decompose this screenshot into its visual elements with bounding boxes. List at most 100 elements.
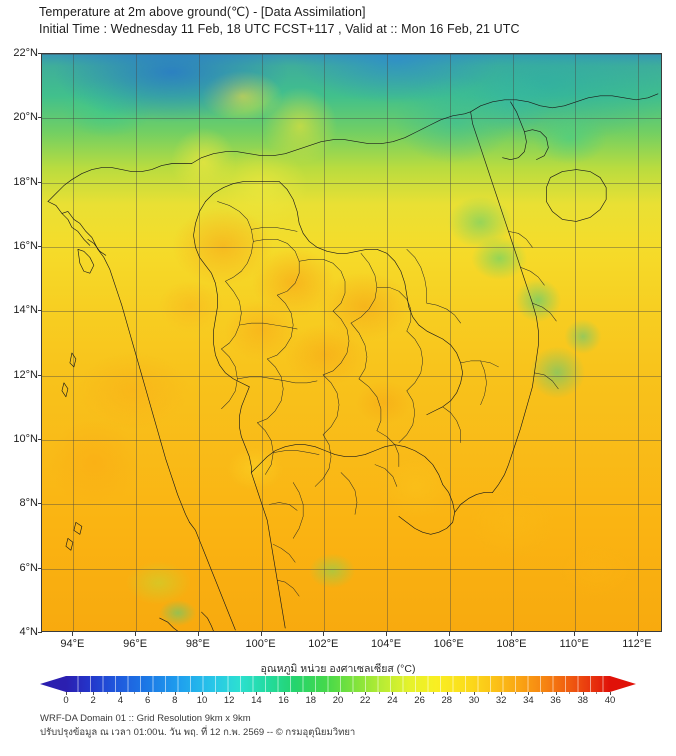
colorbar-tick-label: 40 xyxy=(604,695,616,706)
temperature-map-plot xyxy=(41,53,662,632)
latitude-tick-mark xyxy=(38,374,42,376)
footer-block: WRF-DA Domain 01 :: Grid Resolution 9km … xyxy=(40,712,640,740)
longitude-axis: 94°E 96°E 98°E 100°E 102°E 104°E 106°E 108°E 110… xyxy=(41,632,662,654)
graticule-meridian xyxy=(512,54,514,631)
longitude-tick-label: 96°E xyxy=(123,638,148,650)
graticule-parallel xyxy=(42,568,661,570)
latitude-axis: 4°N 6°N 8°N 10°N 12°N 14°N 16°N 18°N 20°N 22°N xyxy=(0,47,42,638)
latitude-tick-mark xyxy=(38,246,42,247)
coastline-overlay xyxy=(42,54,661,631)
colorbar-title: อุณหภูมิ หน่วย องศาเซลเซียส (°C) xyxy=(260,663,416,675)
graticule-meridian xyxy=(324,54,326,631)
chart-title-block: Temperature at 2m above ground(℃) - [Dat… xyxy=(39,4,659,38)
colorbar-tick-mark xyxy=(256,692,258,695)
latitude-tick-mark xyxy=(38,567,42,569)
colorbar-tick-label: 34 xyxy=(523,695,534,706)
graticule-parallel xyxy=(42,440,661,441)
chart-title-line-2: Initial Time : Wednesday 11 Feb, 18 UTC … xyxy=(39,22,520,36)
colorbar-minor-tick-mark xyxy=(351,692,353,694)
colorbar-tick-label: 20 xyxy=(332,695,344,706)
graticule-parallel xyxy=(42,54,661,55)
colorbar-under-arrow-icon xyxy=(40,676,66,692)
latitude-tick-mark xyxy=(38,181,42,183)
colorbar-tick-mark xyxy=(310,692,312,695)
colorbar-minor-tick-mark xyxy=(596,692,598,694)
longitude-tick-mark xyxy=(323,632,325,636)
latitude-tick-label: 4°N xyxy=(19,626,38,638)
colorbar-tick-mark xyxy=(93,692,95,695)
colorbar-tick-label: 30 xyxy=(468,695,480,706)
graticule-parallel xyxy=(42,375,661,377)
colorbar-minor-tick-mark xyxy=(433,692,435,694)
colorbar-tick-label: 16 xyxy=(278,695,289,706)
colorbar-tick-label: 36 xyxy=(550,695,561,706)
longitude-tick-label: 110°E xyxy=(559,638,589,650)
latitude-tick-label: 12°N xyxy=(13,368,38,381)
longitude-tick-mark xyxy=(386,632,387,636)
latitude-tick-label: 16°N xyxy=(13,240,38,252)
graticule-parallel xyxy=(42,247,661,248)
longitude-tick-mark xyxy=(574,632,576,636)
colorbar-tick-mark xyxy=(202,692,203,695)
longitude-tick-mark xyxy=(135,632,137,636)
colorbar-tick-label: 10 xyxy=(196,695,208,706)
colorbar-minor-tick-mark xyxy=(270,692,271,694)
colorbar-tick-mark xyxy=(147,692,149,695)
longitude-tick-label: 108°E xyxy=(496,638,527,650)
colorbar-tick-mark xyxy=(419,692,421,695)
graticule-meridian xyxy=(449,54,451,631)
graticule-parallel xyxy=(42,182,661,184)
colorbar-tick-mark xyxy=(365,692,367,695)
colorbar-tick-mark xyxy=(66,692,67,695)
colorbar-tick-label: 26 xyxy=(414,695,425,706)
colorbar-tick-mark xyxy=(446,692,448,695)
longitude-tick-label: 100°E xyxy=(245,638,276,650)
colorbar-tick-mark xyxy=(392,692,394,695)
latitude-tick-label: 8°N xyxy=(19,497,38,510)
colorbar-tick-label: 6 xyxy=(144,695,151,706)
colorbar-tick-label: 18 xyxy=(305,695,317,706)
colorbar-tick-label: 32 xyxy=(495,695,507,706)
colorbar-tick-label: 0 xyxy=(63,695,69,706)
temperature-field-south xyxy=(42,54,661,631)
colorbar-tick-label: 8 xyxy=(172,695,178,706)
colorbar-gradient xyxy=(40,676,636,692)
footer-line-model: WRF-DA Domain 01 :: Grid Resolution 9km … xyxy=(40,713,251,724)
colorbar-minor-tick-mark xyxy=(514,692,516,694)
latitude-tick-mark xyxy=(38,53,42,54)
colorbar-tick-mark xyxy=(229,692,231,695)
colorbar-over-arrow-icon xyxy=(610,676,636,692)
latitude-tick-mark xyxy=(38,310,42,312)
longitude-tick-mark xyxy=(448,632,450,636)
colorbar-tick-mark xyxy=(610,692,611,695)
colorbar-tick-label: 2 xyxy=(90,695,96,706)
colorbar-minor-tick-mark xyxy=(79,692,81,694)
colorbar-tick-label: 14 xyxy=(251,695,262,706)
colorbar-minor-tick-mark xyxy=(324,692,326,694)
longitude-tick-mark xyxy=(636,632,638,636)
map-canvas xyxy=(42,54,661,631)
colorbar-tick-mark xyxy=(283,692,285,695)
colorbar: อุณหภูมิ หน่วย องศาเซลเซียส (°C) 0 2 4 6 8 10… xyxy=(0,660,676,706)
colorbar-minor-tick-mark xyxy=(215,692,217,694)
colorbar-minor-tick-mark xyxy=(569,692,571,694)
chart-title-line-1: Temperature at 2m above ground(℃) - [Dat… xyxy=(39,5,366,19)
longitude-tick-mark xyxy=(72,632,74,636)
colorbar-tick-mark xyxy=(528,692,530,695)
colorbar-tick-label: 22 xyxy=(359,695,371,706)
colorbar-ticks: 0 2 4 6 8 10 12 14 16 18 20 22 24 26 28 30 32 34 36 38 40 xyxy=(40,692,636,706)
longitude-tick-label: 102°E xyxy=(308,638,339,650)
colorbar-minor-tick-mark xyxy=(406,692,407,694)
graticule-parallel xyxy=(42,504,661,506)
graticule-meridian xyxy=(198,54,200,631)
graticule-parallel xyxy=(42,311,661,313)
latitude-tick-mark xyxy=(38,117,42,119)
colorbar-tick-mark xyxy=(501,692,503,695)
colorbar-tick-label: 4 xyxy=(117,695,124,706)
longitude-tick-mark xyxy=(197,632,199,636)
graticule-meridian xyxy=(261,54,263,631)
graticule-meridian xyxy=(575,54,577,631)
latitude-tick-mark xyxy=(38,632,42,633)
colorbar-minor-tick-mark xyxy=(460,692,462,694)
colorbar-tick-mark xyxy=(582,692,584,695)
